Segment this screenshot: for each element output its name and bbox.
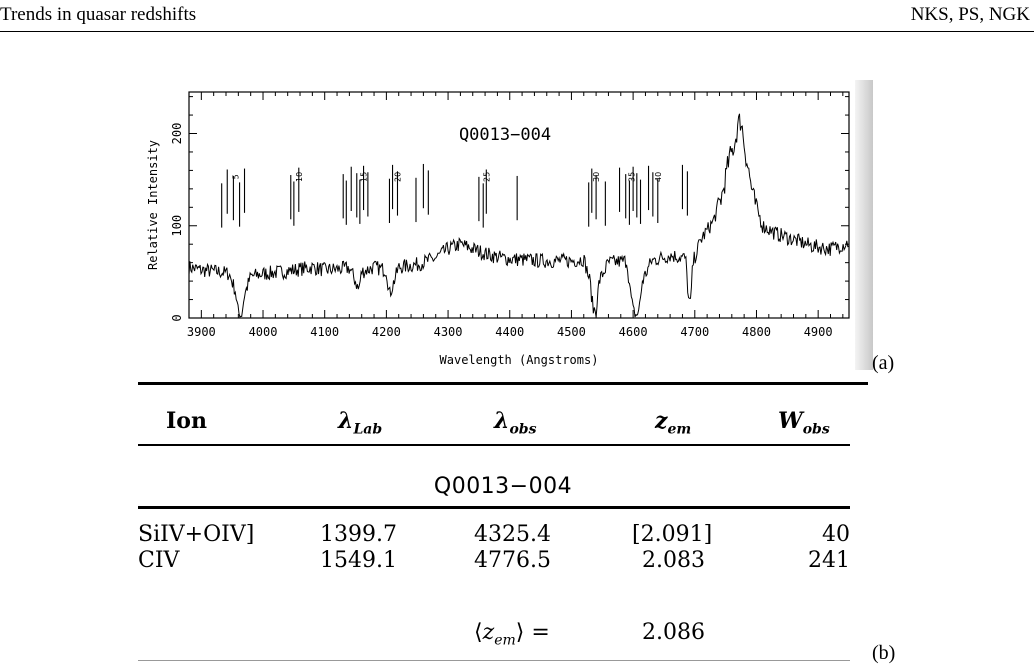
col-ion: Ion: [166, 408, 207, 434]
spectrum-figure: 3900 4000 4100 4200 4300 4400 4500 4600 4700 4800…: [135, 80, 870, 380]
x-tick-label: 4500: [557, 325, 586, 339]
marker-number: 40: [654, 172, 663, 182]
col-lab: λLab: [338, 408, 383, 438]
header-rule-1: [138, 444, 850, 446]
col-obs: λobs: [494, 408, 537, 438]
marker-number: 30: [592, 172, 601, 182]
row-obs-1: 4325.4: [474, 522, 551, 547]
plot-frame: [188, 91, 850, 319]
marker-number: 35: [627, 172, 636, 182]
row-z-1: [2.091]: [632, 522, 713, 547]
x-tick-label: 3900: [187, 325, 216, 339]
row-z-2: 2.083: [642, 548, 705, 573]
spectrum-chart: 3900 4000 4100 4200 4300 4400 4500 4600 4700 4800…: [146, 91, 850, 367]
header-rule-2: [138, 506, 850, 509]
x-tick-label: 4100: [310, 325, 339, 339]
row-lab-2: 1549.1: [320, 548, 397, 573]
x-tick-label: 4600: [619, 325, 648, 339]
y-axis-label: Relative Intensity: [146, 140, 160, 270]
x-tick-label: 4800: [742, 325, 771, 339]
row-w-2: 241: [808, 548, 850, 573]
col-zem: zem: [655, 408, 692, 438]
x-tick-label: 4900: [804, 325, 833, 339]
row-ion-2: CIV: [138, 548, 180, 573]
header-rule: [0, 31, 1034, 32]
mean-redshift-label: ⟨zem⟩ =: [474, 620, 550, 649]
y-tick-label: 100: [170, 215, 184, 237]
panel-label-b: (b): [872, 642, 896, 664]
scan-shadow: [855, 80, 873, 370]
row-ion-1: SiIV+OIV]: [138, 522, 255, 547]
x-tick-label: 4000: [249, 325, 278, 339]
x-axis-label: Wavelength (Angstroms): [440, 353, 599, 367]
table-bottom-rule: [138, 660, 850, 661]
running-authors: NKS, PS, NGK: [910, 4, 1030, 25]
col-wobs: Wobs: [778, 408, 830, 438]
x-tick-label: 4300: [434, 325, 463, 339]
y-tick-label: 200: [170, 123, 184, 145]
x-tick-label: 4200: [372, 325, 401, 339]
spectrum-line: [188, 113, 849, 319]
marker-number: 15: [360, 172, 369, 182]
marker-number: 10: [295, 172, 304, 182]
x-tick-label: 4400: [495, 325, 524, 339]
panel-label-a: (a): [872, 352, 895, 374]
marker-number: 5: [231, 174, 240, 179]
page-header: Trends in quasar redshifts NKS, PS, NGK: [0, 0, 1034, 34]
x-tick-label: 4700: [680, 325, 709, 339]
marker-number: 25: [482, 172, 491, 182]
y-tick-label: 0: [170, 314, 184, 321]
mean-redshift-value: 2.086: [642, 620, 705, 645]
row-w-1: 40: [822, 522, 850, 547]
table-top-rule: [138, 382, 868, 385]
row-lab-1: 1399.7: [320, 522, 397, 547]
marker-number: 20: [393, 172, 402, 182]
chart-title: Q0013−004: [459, 125, 551, 145]
line-table: Ion λLab λobs zem Wobs Q0013−004 SiIV+OI…: [138, 378, 868, 668]
row-obs-2: 4776.5: [474, 548, 551, 573]
object-name: Q0013−004: [433, 474, 573, 499]
running-title: Trends in quasar redshifts: [0, 4, 197, 25]
